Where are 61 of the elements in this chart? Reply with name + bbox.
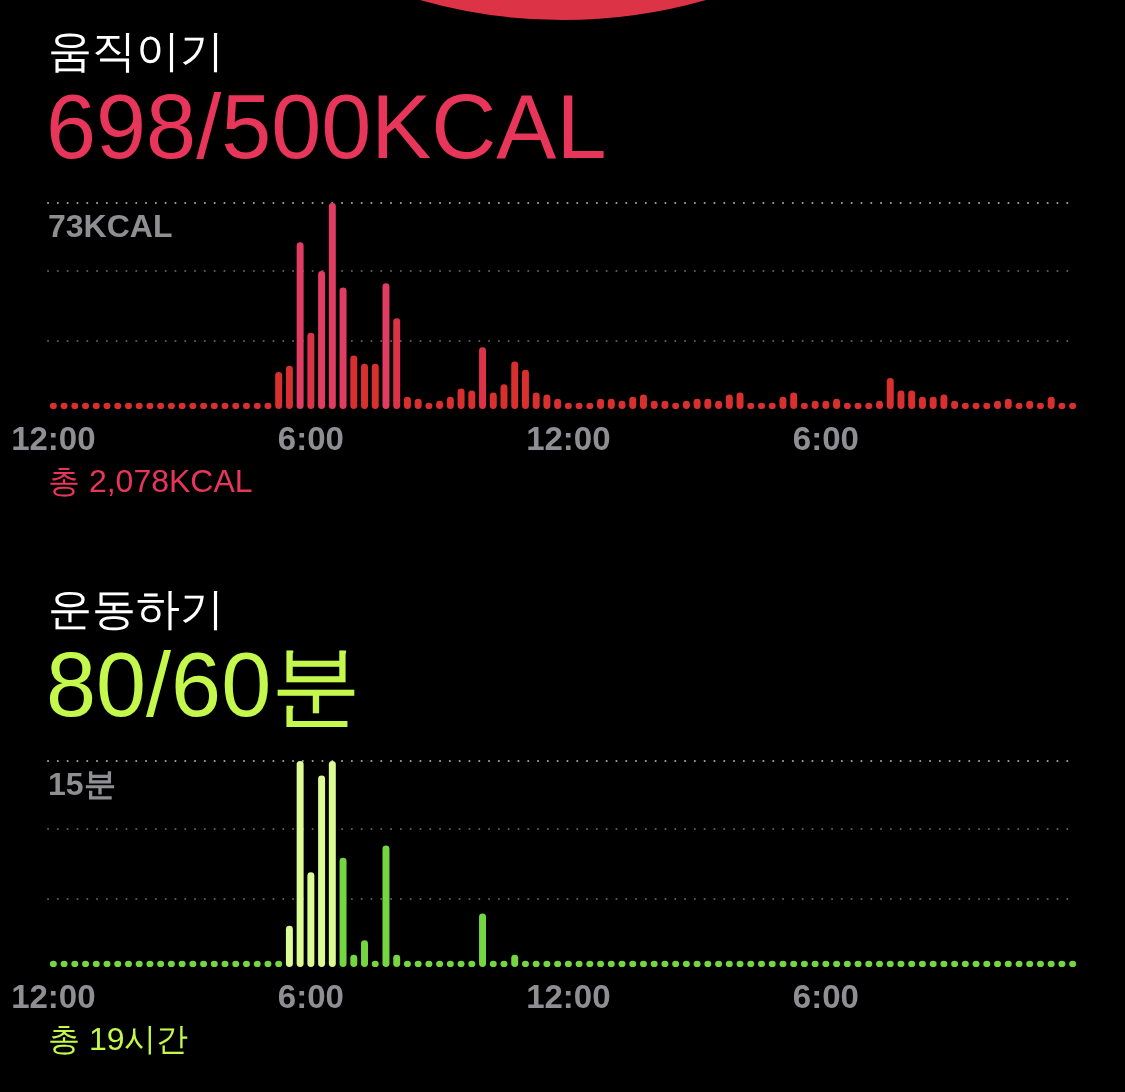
x-tick-label: 6:00	[277, 978, 344, 1015]
bar	[307, 332, 315, 409]
bar	[918, 396, 926, 409]
bar	[543, 394, 551, 409]
bar	[725, 394, 733, 409]
bar	[479, 913, 487, 967]
bar	[489, 392, 497, 409]
bar	[908, 390, 916, 409]
chart-title: 움직이기	[48, 26, 224, 75]
bar	[639, 394, 647, 409]
bar	[521, 369, 529, 409]
bar	[339, 287, 347, 409]
bar	[468, 390, 476, 409]
bar	[1047, 396, 1055, 409]
bar	[361, 940, 368, 967]
bar	[371, 363, 379, 409]
bar	[736, 392, 744, 409]
text: 총 2,078KCAL	[48, 463, 253, 499]
chart-subtitle: 698/500KCAL	[46, 77, 607, 177]
bar	[446, 396, 454, 409]
bar	[361, 363, 368, 409]
bar	[790, 392, 798, 409]
bar	[307, 872, 315, 967]
bar	[393, 318, 401, 409]
x-tick-label: 6:00	[277, 420, 344, 457]
x-tick-label: 12:00	[526, 978, 611, 1015]
bar	[296, 761, 304, 967]
bar	[328, 203, 336, 409]
bar	[318, 775, 326, 967]
x-tick-label: 12:00	[526, 420, 611, 457]
bar	[275, 371, 283, 409]
bar	[393, 954, 401, 967]
text: 총 19시간	[48, 1021, 189, 1057]
bar	[339, 857, 347, 967]
bar	[318, 270, 326, 409]
bar	[382, 845, 390, 967]
bar	[382, 283, 390, 409]
bar	[886, 378, 894, 409]
bar	[296, 242, 304, 409]
x-tick-label: 12:00	[11, 420, 96, 457]
chart-title: 운동하기	[48, 584, 224, 633]
bar	[629, 396, 637, 409]
x-tick-label: 6:00	[792, 978, 859, 1015]
x-tick-label: 12:00	[11, 978, 96, 1015]
bar	[897, 390, 905, 409]
bar	[532, 392, 540, 409]
bar	[328, 761, 336, 967]
bar	[350, 954, 358, 967]
bar	[403, 396, 411, 409]
bar	[285, 925, 293, 967]
bar	[940, 394, 948, 409]
bar	[511, 361, 519, 409]
ref-line-label: 15분	[48, 766, 116, 802]
chart-subtitle: 80/60분	[46, 635, 362, 735]
bar	[285, 365, 293, 409]
bar	[511, 954, 519, 967]
ref-line-label: 73KCAL	[48, 208, 173, 244]
bar	[479, 347, 487, 409]
bar	[457, 388, 465, 409]
bar	[350, 355, 358, 409]
x-tick-label: 6:00	[792, 420, 859, 457]
